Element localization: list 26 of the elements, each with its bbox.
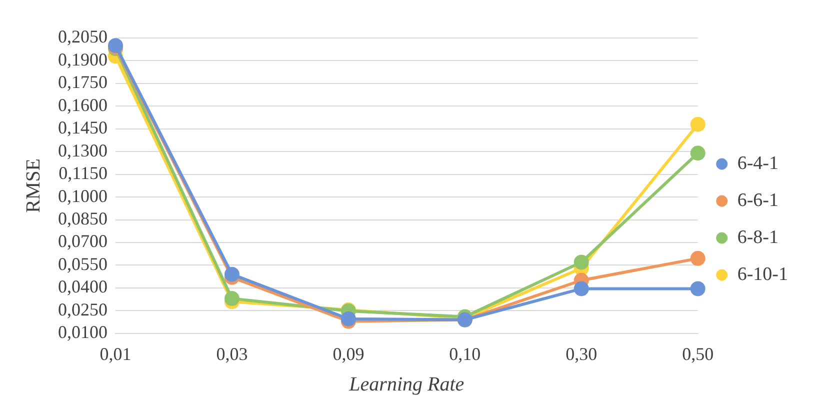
y-tick-label: 0,1900 <box>58 49 108 70</box>
x-tick-label: 0,10 <box>449 344 481 364</box>
legend-label: 6-10-1 <box>737 264 788 285</box>
y-tick-label: 0,0550 <box>58 254 108 274</box>
y-tick-label: 0,1300 <box>58 140 108 160</box>
legend-label: 6-4-1 <box>737 152 778 174</box>
y-tick-label: 0,0700 <box>58 231 108 252</box>
x-tick-label: 0,09 <box>332 344 364 364</box>
y-tick-label: 0,0250 <box>58 299 108 320</box>
x-tick-label: 0,03 <box>216 344 248 364</box>
y-tick-label: 0,1600 <box>58 94 108 115</box>
y-tick-label: 0,1000 <box>58 186 108 206</box>
y-tick-label: 0,0400 <box>58 276 108 297</box>
x-axis-title: Learning Rate <box>348 373 464 396</box>
x-tick-label: 0,30 <box>566 344 598 364</box>
y-tick-label: 0,0100 <box>58 322 108 342</box>
x-tick-label: 0,50 <box>682 344 714 364</box>
y-tick-label: 0,1450 <box>58 118 108 138</box>
x-tick-label: 0,01 <box>100 344 132 364</box>
legend-label: 6-6-1 <box>737 190 778 211</box>
legend-label: 6-8-1 <box>737 226 778 248</box>
y-tick-label: 0,2050 <box>58 26 108 47</box>
y-tick-label: 0,1750 <box>58 72 108 92</box>
y-tick-label: 0,0850 <box>58 208 108 229</box>
y-axis-title: RMSE <box>22 158 44 213</box>
y-tick-label: 0,1150 <box>58 163 108 184</box>
